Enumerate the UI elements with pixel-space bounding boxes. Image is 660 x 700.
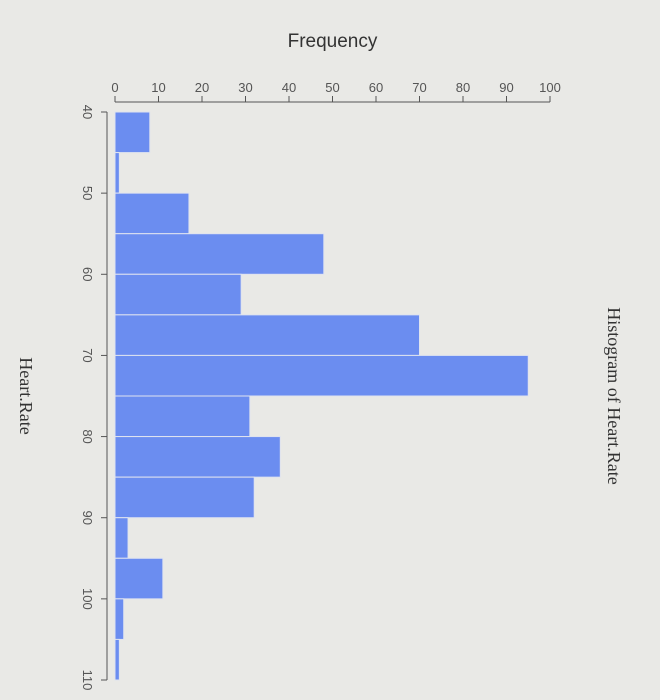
histogram-bar-7	[114, 395, 251, 438]
bars-group	[114, 111, 529, 681]
histogram-bar-1	[114, 152, 120, 194]
histogram-bar-11	[114, 557, 164, 600]
histogram-bar-6	[114, 354, 529, 397]
x-tick-label-1: 50	[80, 186, 95, 200]
y-axis-label: Frequency	[288, 31, 378, 52]
x-tick-label-7: 110	[80, 670, 95, 691]
histogram-bar-12	[114, 598, 125, 640]
x-tick-label-6: 100	[80, 588, 95, 610]
histogram-bar-9	[114, 476, 255, 519]
y-tick-label-7: 70	[412, 80, 426, 95]
x-tick-label-4: 80	[80, 429, 95, 443]
y-tick-label-0: 0	[111, 80, 118, 95]
y-tick-label-10: 100	[539, 80, 561, 95]
histogram-bar-0	[114, 111, 151, 154]
x-tick-label-0: 40	[80, 105, 95, 119]
histogram-bar-8	[114, 436, 281, 478]
x-tick-label-2: 60	[80, 267, 95, 281]
y-tick-label-1: 10	[151, 80, 165, 95]
x-axis-label: Heart.Rate	[16, 357, 36, 434]
y-axis: 0 10 20 30 40 50 60 70 80 90 100	[111, 80, 561, 103]
y-tick-label-9: 90	[499, 80, 513, 95]
x-tick-label-5: 90	[80, 510, 95, 524]
histogram-bar-3	[114, 233, 325, 275]
histogram-bar-10	[114, 517, 129, 559]
y-tick-label-5: 50	[325, 80, 339, 95]
histogram-bar-4	[114, 273, 242, 316]
x-tick-label-3: 70	[80, 348, 95, 362]
chart-title: Histogram of Heart.Rate	[604, 307, 624, 484]
y-tick-label-4: 40	[282, 80, 296, 95]
y-tick-label-2: 20	[195, 80, 209, 95]
y-tick-label-8: 80	[456, 80, 470, 95]
histogram-bar-2	[114, 192, 190, 235]
x-axis: 40 50 60 70 80 90 100 110	[80, 105, 108, 691]
histogram-bar-13	[114, 638, 120, 681]
y-tick-label-6: 60	[369, 80, 383, 95]
histogram-bar-5	[114, 314, 420, 356]
y-tick-label-3: 30	[238, 80, 252, 95]
